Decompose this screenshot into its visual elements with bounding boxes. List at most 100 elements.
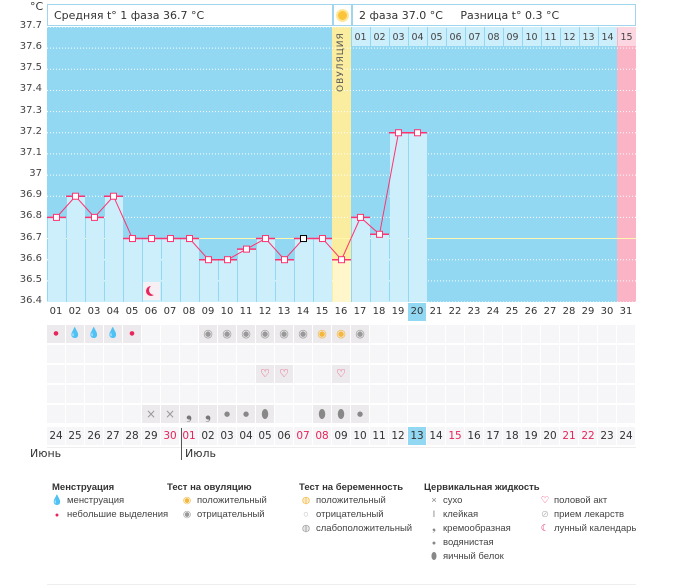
- empty-cell[interactable]: [313, 365, 331, 383]
- empty-cell[interactable]: [161, 365, 179, 383]
- intercourse-heart-icon[interactable]: ♡: [332, 365, 350, 383]
- empty-cell[interactable]: [598, 325, 616, 343]
- empty-cell[interactable]: [294, 405, 312, 423]
- calendar-date[interactable]: 09: [332, 427, 350, 445]
- cycle-day[interactable]: 01: [49, 306, 63, 317]
- empty-cell[interactable]: [484, 365, 502, 383]
- empty-cell[interactable]: [161, 325, 179, 343]
- empty-cell[interactable]: [389, 405, 407, 423]
- calendar-date[interactable]: 21: [560, 427, 578, 445]
- cycle-day[interactable]: 30: [600, 306, 614, 317]
- empty-cell[interactable]: [123, 345, 141, 363]
- cycle-day[interactable]: 20: [408, 303, 426, 321]
- empty-cell[interactable]: [446, 325, 464, 343]
- empty-cell[interactable]: [560, 345, 578, 363]
- empty-cell[interactable]: [427, 365, 445, 383]
- calendar-date[interactable]: 12: [389, 427, 407, 445]
- empty-cell[interactable]: [446, 405, 464, 423]
- empty-cell[interactable]: [199, 345, 217, 363]
- empty-cell[interactable]: [446, 345, 464, 363]
- empty-cell[interactable]: [123, 405, 141, 423]
- ovulation-test-neg-icon[interactable]: ◉: [275, 325, 293, 343]
- empty-cell[interactable]: [465, 365, 483, 383]
- cycle-day[interactable]: 17: [353, 306, 367, 317]
- empty-cell[interactable]: [408, 405, 426, 423]
- empty-cell[interactable]: [484, 325, 502, 343]
- empty-cell[interactable]: [541, 325, 559, 343]
- calendar-date[interactable]: 15: [446, 427, 464, 445]
- empty-cell[interactable]: [503, 325, 521, 343]
- empty-cell[interactable]: [256, 385, 274, 403]
- empty-cell[interactable]: [313, 385, 331, 403]
- empty-cell[interactable]: [294, 345, 312, 363]
- calendar-date[interactable]: 10: [351, 427, 369, 445]
- calendar-date[interactable]: 25: [66, 427, 84, 445]
- empty-cell[interactable]: [541, 365, 559, 383]
- cycle-day[interactable]: 08: [182, 306, 196, 317]
- cervical-watery-icon[interactable]: ●: [237, 405, 255, 423]
- empty-cell[interactable]: [180, 325, 198, 343]
- empty-cell[interactable]: [522, 405, 540, 423]
- empty-cell[interactable]: [522, 385, 540, 403]
- empty-cell[interactable]: [598, 345, 616, 363]
- ovulation-test-neg-icon[interactable]: ◉: [218, 325, 236, 343]
- menstruation-big-icon[interactable]: 💧: [85, 325, 103, 343]
- empty-cell[interactable]: [180, 365, 198, 383]
- calendar-date[interactable]: 23: [598, 427, 616, 445]
- empty-cell[interactable]: [85, 345, 103, 363]
- empty-cell[interactable]: [66, 365, 84, 383]
- cycle-day[interactable]: 13: [277, 306, 291, 317]
- empty-cell[interactable]: [47, 345, 65, 363]
- cycle-day[interactable]: 05: [125, 306, 139, 317]
- empty-cell[interactable]: [199, 365, 217, 383]
- empty-cell[interactable]: [541, 405, 559, 423]
- cycle-day[interactable]: 19: [391, 306, 405, 317]
- empty-cell[interactable]: [332, 345, 350, 363]
- cycle-day[interactable]: 04: [106, 306, 120, 317]
- calendar-date[interactable]: 17: [484, 427, 502, 445]
- empty-cell[interactable]: [389, 385, 407, 403]
- cervical-watery-icon[interactable]: ●: [218, 405, 236, 423]
- empty-cell[interactable]: [351, 365, 369, 383]
- ovulation-test-pos-icon[interactable]: ◉: [332, 325, 350, 343]
- empty-cell[interactable]: [161, 385, 179, 403]
- empty-cell[interactable]: [47, 385, 65, 403]
- empty-cell[interactable]: [579, 405, 597, 423]
- menstruation-small-icon[interactable]: ●: [123, 325, 141, 343]
- empty-cell[interactable]: [66, 405, 84, 423]
- cervical-creamy-icon[interactable]: ❟: [180, 405, 198, 423]
- empty-cell[interactable]: [598, 365, 616, 383]
- calendar-date[interactable]: 08: [313, 427, 331, 445]
- empty-cell[interactable]: [446, 365, 464, 383]
- empty-cell[interactable]: [465, 385, 483, 403]
- empty-cell[interactable]: [617, 365, 635, 383]
- empty-cell[interactable]: [484, 405, 502, 423]
- menstruation-small-icon[interactable]: ●: [47, 325, 65, 343]
- cycle-day[interactable]: 29: [581, 306, 595, 317]
- cycle-day[interactable]: 31: [619, 306, 633, 317]
- empty-cell[interactable]: [104, 405, 122, 423]
- calendar-date[interactable]: 26: [85, 427, 103, 445]
- empty-cell[interactable]: [275, 345, 293, 363]
- empty-cell[interactable]: [408, 345, 426, 363]
- empty-cell[interactable]: [617, 405, 635, 423]
- empty-cell[interactable]: [370, 345, 388, 363]
- empty-cell[interactable]: [142, 325, 160, 343]
- calendar-date[interactable]: 27: [104, 427, 122, 445]
- cycle-day[interactable]: 25: [505, 306, 519, 317]
- empty-cell[interactable]: [503, 365, 521, 383]
- cervical-egg-icon[interactable]: ⬮: [256, 405, 274, 423]
- empty-cell[interactable]: [617, 325, 635, 343]
- cervical-dry-icon[interactable]: ×: [142, 405, 160, 423]
- calendar-date[interactable]: 30: [161, 427, 179, 445]
- empty-cell[interactable]: [484, 345, 502, 363]
- empty-cell[interactable]: [237, 385, 255, 403]
- empty-cell[interactable]: [370, 365, 388, 383]
- empty-cell[interactable]: [256, 345, 274, 363]
- cycle-day[interactable]: 16: [334, 306, 348, 317]
- empty-cell[interactable]: [351, 345, 369, 363]
- cycle-day[interactable]: 10: [220, 306, 234, 317]
- empty-cell[interactable]: [446, 385, 464, 403]
- intercourse-heart-icon[interactable]: ♡: [256, 365, 274, 383]
- empty-cell[interactable]: [617, 385, 635, 403]
